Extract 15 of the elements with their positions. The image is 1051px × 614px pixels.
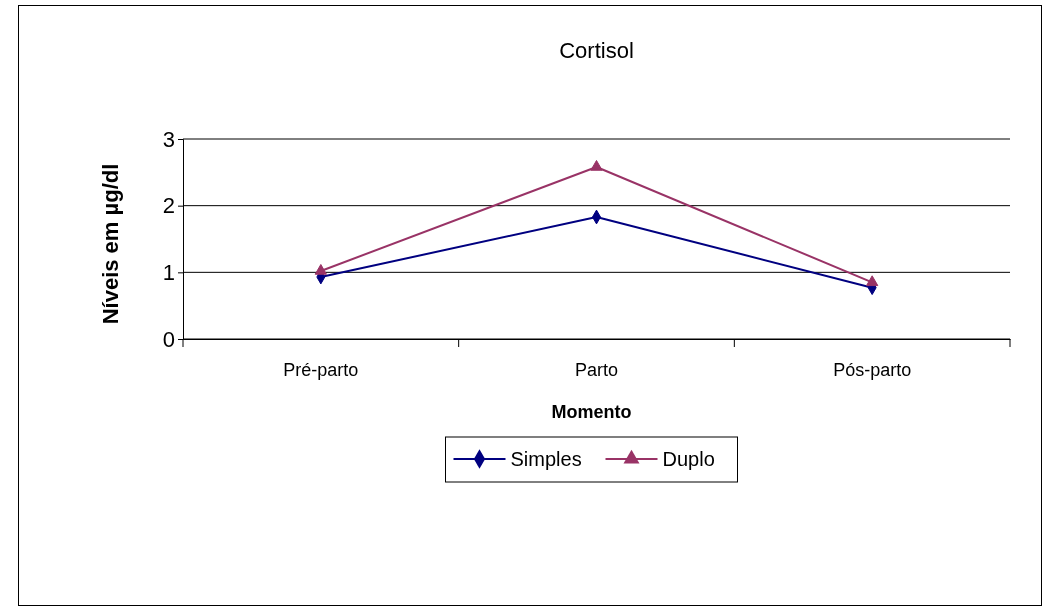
- chart-title: Cortisol: [559, 38, 634, 63]
- x-tick-label: Pós-parto: [833, 359, 912, 380]
- x-tick-label: Pré-parto: [283, 359, 359, 380]
- legend-label: Duplo: [662, 448, 715, 470]
- x-tick-label: Parto: [574, 359, 619, 380]
- x-axis-title: Momento: [551, 402, 632, 422]
- y-tick-label: 2: [162, 193, 175, 219]
- y-axis-title: Níveis em µg/dl: [98, 163, 123, 325]
- y-tick-label: 1: [162, 259, 175, 285]
- point: [866, 275, 879, 287]
- y-tick-label: 0: [162, 326, 175, 352]
- point: [314, 263, 327, 275]
- y-tick-label: 3: [162, 126, 175, 152]
- legend-label: Simples: [510, 448, 582, 470]
- point: [590, 159, 603, 171]
